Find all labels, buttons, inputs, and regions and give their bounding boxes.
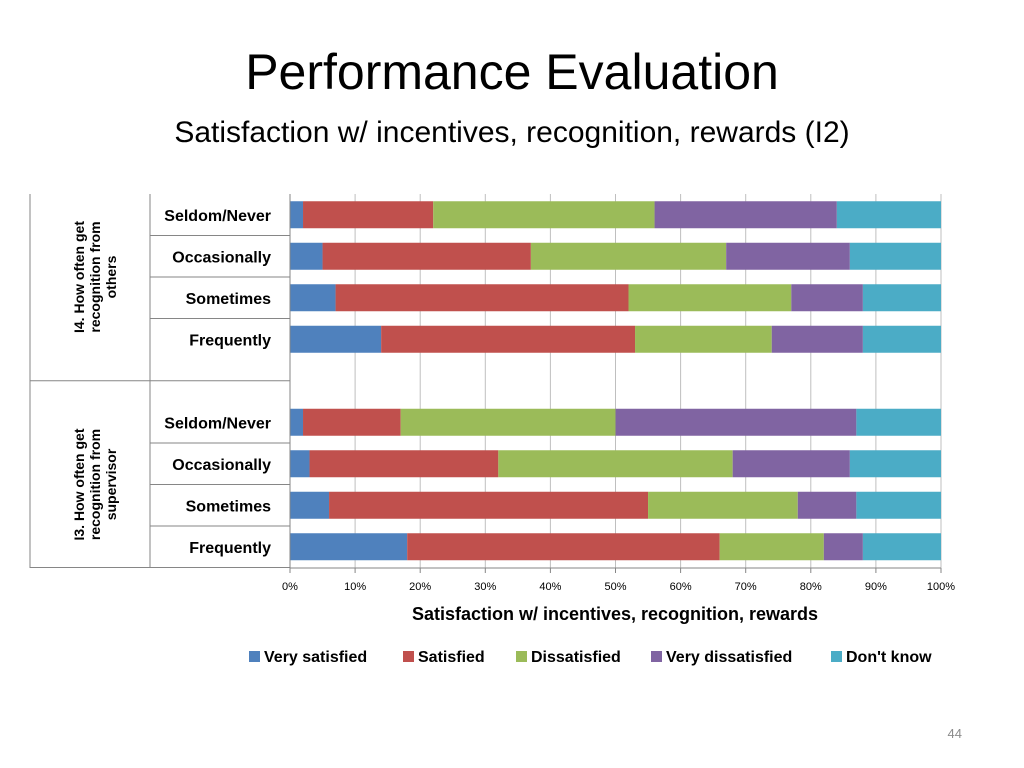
bar-segment xyxy=(862,284,941,312)
bar-segment xyxy=(648,491,798,519)
bar-segment xyxy=(862,325,941,353)
bar-segment xyxy=(771,325,863,353)
category-label: Occasionally xyxy=(172,249,271,266)
bar-segment xyxy=(400,408,616,436)
bar-segment xyxy=(290,242,323,270)
x-tick-label: 100% xyxy=(927,581,955,593)
x-tick-label: 20% xyxy=(409,581,431,593)
legend-swatch xyxy=(651,651,662,662)
x-tick-label: 50% xyxy=(604,581,626,593)
group-label: I4. How often getrecognition fromothers xyxy=(71,221,119,333)
category-label: Occasionally xyxy=(172,457,271,474)
bar-segment xyxy=(498,450,733,478)
bars xyxy=(290,201,941,561)
bar-segment xyxy=(335,284,629,312)
bar-segment xyxy=(856,491,941,519)
bar-segment xyxy=(290,533,408,561)
bar-segment xyxy=(530,242,727,270)
x-tick-label: 70% xyxy=(735,581,757,593)
bar-segment xyxy=(726,242,850,270)
group-label: I3. How often getrecognition fromsupervi… xyxy=(71,428,119,540)
bar-segment xyxy=(862,533,941,561)
bar-segment xyxy=(849,450,941,478)
bar-segment xyxy=(635,325,772,353)
bar-segment xyxy=(791,284,863,312)
category-label: Frequently xyxy=(189,332,271,349)
bar-segment xyxy=(719,533,824,561)
category-labels: Seldom/Never Occasionally Sometimes Frequen… xyxy=(29,194,290,568)
bar-segment xyxy=(836,201,941,229)
legend-swatch xyxy=(516,651,527,662)
bar-segment xyxy=(823,533,863,561)
bar-segment xyxy=(654,201,837,229)
x-tick-label: 80% xyxy=(800,581,822,593)
bar-segment xyxy=(290,408,304,436)
x-tick-label: 40% xyxy=(539,581,561,593)
legend-label: Very dissatisfied xyxy=(666,649,792,666)
legend-swatch xyxy=(249,651,260,662)
x-axis-title: Satisfaction w/ incentives, recognition,… xyxy=(412,604,818,624)
legend-label: Satisfied xyxy=(418,649,485,666)
bar-segment xyxy=(856,408,941,436)
x-tick-label: 90% xyxy=(865,581,887,593)
x-tick-label: 10% xyxy=(344,581,366,593)
bar-segment xyxy=(433,201,655,229)
slide-title: Performance Evaluation xyxy=(245,44,779,100)
category-label: Frequently xyxy=(189,540,271,557)
bar-segment xyxy=(290,284,336,312)
bar-segment xyxy=(322,242,531,270)
bar-segment xyxy=(628,284,792,312)
category-label: Sometimes xyxy=(186,291,271,308)
bar-segment xyxy=(290,325,382,353)
bar-segment xyxy=(309,450,499,478)
bar-segment xyxy=(381,325,636,353)
x-tick-label: 30% xyxy=(474,581,496,593)
bar-segment xyxy=(615,408,857,436)
bar-segment xyxy=(407,533,720,561)
legend-label: Don't know xyxy=(846,649,932,666)
category-label: Seldom/Never xyxy=(164,415,271,432)
legend-label: Very satisfied xyxy=(264,649,367,666)
bar-segment xyxy=(303,201,434,229)
category-label: Sometimes xyxy=(186,498,271,515)
bar-segment xyxy=(290,491,330,519)
slide-subtitle: Satisfaction w/ incentives, recognition,… xyxy=(174,116,850,149)
page-number: 44 xyxy=(947,726,962,741)
bar-segment xyxy=(303,408,401,436)
bar-segment xyxy=(290,450,310,478)
bar-segment xyxy=(849,242,941,270)
legend: Very satisfied Satisfied Dissatisfied Very … xyxy=(249,649,932,666)
x-tick-label: 60% xyxy=(670,581,692,593)
bar-segment xyxy=(290,201,304,229)
legend-swatch xyxy=(403,651,414,662)
x-axis: 0% 10% 20% 30% 40% 50% 60% 70% 80% 90% 100% xyxy=(282,194,955,593)
bar-segment xyxy=(329,491,649,519)
x-tick-label: 0% xyxy=(282,581,298,593)
category-label: Seldom/Never xyxy=(164,208,271,225)
legend-swatch xyxy=(831,651,842,662)
legend-label: Dissatisfied xyxy=(531,649,621,666)
bar-segment xyxy=(797,491,857,519)
bar-segment xyxy=(732,450,850,478)
